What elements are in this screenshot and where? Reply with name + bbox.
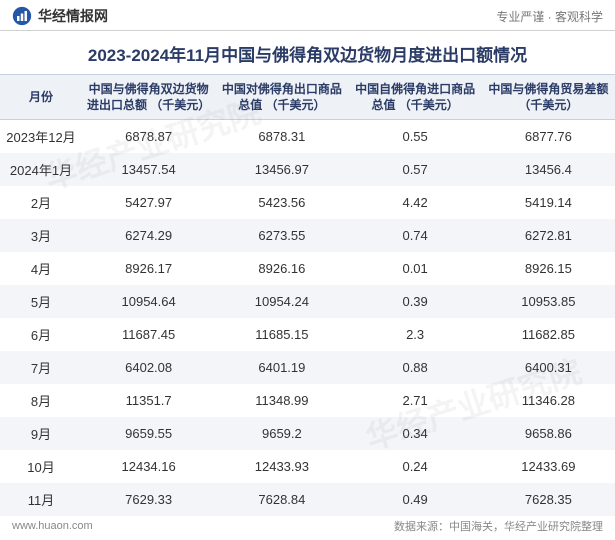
table-cell: 7628.35 [482,483,615,516]
table-cell: 0.55 [349,120,482,154]
table-cell: 11346.28 [482,384,615,417]
table-cell: 0.39 [349,285,482,318]
table-cell: 11685.15 [215,318,348,351]
table-cell: 0.24 [349,450,482,483]
table-cell: 10954.24 [215,285,348,318]
table-cell: 11687.45 [82,318,215,351]
table-cell: 2.71 [349,384,482,417]
table-row: 7月6402.086401.190.886400.31 [0,351,615,384]
table-cell: 12433.93 [215,450,348,483]
table-cell: 6月 [0,318,82,351]
table-cell: 7月 [0,351,82,384]
table-cell: 12434.16 [82,450,215,483]
table-cell: 11351.7 [82,384,215,417]
table-cell: 0.74 [349,219,482,252]
table-cell: 11682.85 [482,318,615,351]
table-cell: 8月 [0,384,82,417]
table-cell: 13456.4 [482,153,615,186]
table-cell: 7629.33 [82,483,215,516]
table-cell: 6878.87 [82,120,215,154]
table-cell: 0.34 [349,417,482,450]
table-cell: 10月 [0,450,82,483]
brand-block: 华经情报网 [12,6,108,26]
table-cell: 0.88 [349,351,482,384]
table-cell: 5423.56 [215,186,348,219]
table-cell: 2024年1月 [0,153,82,186]
logo-icon [12,6,32,26]
table-cell: 5419.14 [482,186,615,219]
table-cell: 12433.69 [482,450,615,483]
table-cell: 4月 [0,252,82,285]
table-cell: 13457.54 [82,153,215,186]
table-row: 9月9659.559659.20.349658.86 [0,417,615,450]
table-row: 10月12434.1612433.930.2412433.69 [0,450,615,483]
table-row: 2023年12月6878.876878.310.556877.76 [0,120,615,154]
table-row: 8月11351.711348.992.7111346.28 [0,384,615,417]
footer-site: www.huaon.com [12,520,93,532]
table-row: 4月8926.178926.160.018926.15 [0,252,615,285]
table-cell: 6877.76 [482,120,615,154]
col-header-import: 中国自佛得角进口商品总值 （千美元） [349,75,482,120]
page-header: 华经情报网 专业严谨 · 客观科学 [0,0,615,31]
slogan-text: 专业严谨 · 客观科学 [496,8,603,25]
table-cell: 2023年12月 [0,120,82,154]
table-cell: 13456.97 [215,153,348,186]
table-cell: 11348.99 [215,384,348,417]
table-cell: 9659.55 [82,417,215,450]
table-cell: 7628.84 [215,483,348,516]
table-cell: 6402.08 [82,351,215,384]
table-cell: 8926.16 [215,252,348,285]
col-header-export: 中国对佛得角出口商品总值 （千美元） [215,75,348,120]
table-cell: 9月 [0,417,82,450]
table-cell: 8926.15 [482,252,615,285]
table-cell: 10954.64 [82,285,215,318]
footer-source: 数据来源：中国海关，华经产业研究院整理 [394,518,603,534]
table-cell: 4.42 [349,186,482,219]
table-cell: 6401.19 [215,351,348,384]
table-cell: 0.57 [349,153,482,186]
table-cell: 5427.97 [82,186,215,219]
table-cell: 6273.55 [215,219,348,252]
table-row: 6月11687.4511685.152.311682.85 [0,318,615,351]
col-header-month: 月份 [0,75,82,120]
table-cell: 6878.31 [215,120,348,154]
table-row: 11月7629.337628.840.497628.35 [0,483,615,516]
table-cell: 11月 [0,483,82,516]
table-cell: 3月 [0,219,82,252]
table-cell: 6400.31 [482,351,615,384]
table-cell: 5月 [0,285,82,318]
brand-name: 华经情报网 [38,6,108,26]
table-header-row: 月份 中国与佛得角双边货物进出口总额 （千美元） 中国对佛得角出口商品总值 （千… [0,75,615,120]
col-header-total: 中国与佛得角双边货物进出口总额 （千美元） [82,75,215,120]
table-row: 5月10954.6410954.240.3910953.85 [0,285,615,318]
table-cell: 2.3 [349,318,482,351]
table-cell: 0.49 [349,483,482,516]
table-row: 2月5427.975423.564.425419.14 [0,186,615,219]
table-cell: 9658.86 [482,417,615,450]
table-cell: 10953.85 [482,285,615,318]
table-cell: 9659.2 [215,417,348,450]
table-cell: 8926.17 [82,252,215,285]
table-cell: 2月 [0,186,82,219]
table-cell: 6274.29 [82,219,215,252]
table-row: 2024年1月13457.5413456.970.5713456.4 [0,153,615,186]
table-cell: 0.01 [349,252,482,285]
data-table: 月份 中国与佛得角双边货物进出口总额 （千美元） 中国对佛得角出口商品总值 （千… [0,74,615,516]
table-row: 3月6274.296273.550.746272.81 [0,219,615,252]
page-title: 2023-2024年11月中国与佛得角双边货物月度进出口额情况 [0,31,615,74]
table-cell: 6272.81 [482,219,615,252]
col-header-balance: 中国与佛得角贸易差额 （千美元） [482,75,615,120]
page-footer: www.huaon.com 数据来源：中国海关，华经产业研究院整理 [0,514,615,540]
